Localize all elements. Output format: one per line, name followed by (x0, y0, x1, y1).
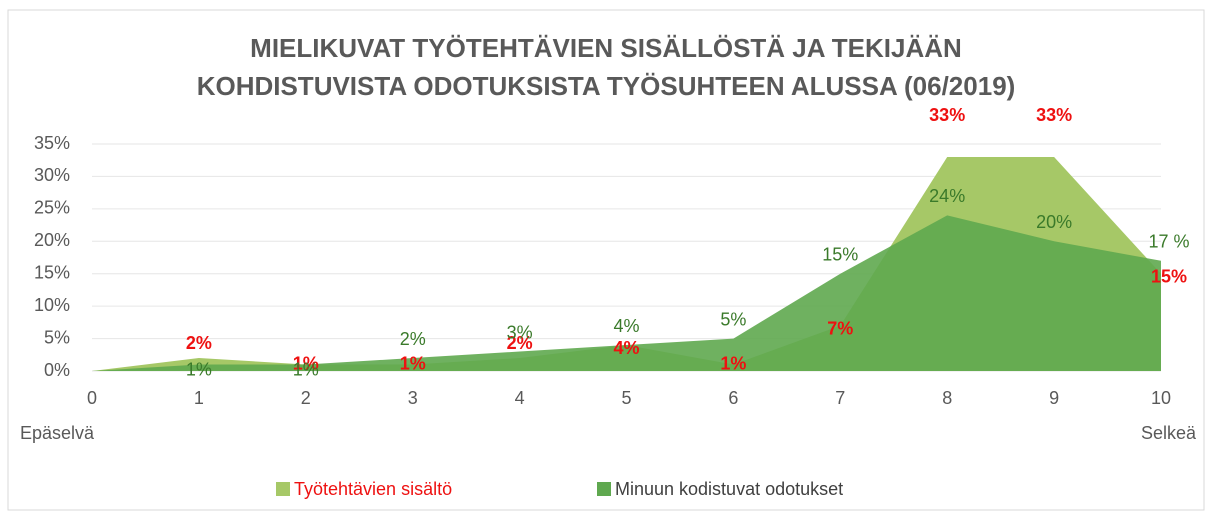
data-label: 33% (1036, 105, 1072, 125)
data-label: 4% (613, 338, 639, 358)
data-label: 1% (293, 359, 319, 379)
legend-label: Minuun kodistuvat odotukset (615, 479, 843, 499)
x-tick-label: 3 (408, 388, 418, 408)
data-label: 15% (822, 244, 858, 264)
legend-swatch (597, 482, 611, 496)
x-end-label: Selkeä (1141, 423, 1197, 443)
x-end-label: Epäselvä (20, 423, 95, 443)
x-tick-label: 8 (942, 388, 952, 408)
y-tick-label: 5% (44, 327, 70, 347)
data-label: 3% (507, 322, 533, 342)
y-tick-label: 15% (34, 262, 70, 282)
data-label: 1% (720, 353, 746, 373)
y-tick-label: 0% (44, 360, 70, 380)
chart-title: KOHDISTUVISTA ODOTUKSISTA TYÖSUHTEEN ALU… (197, 71, 1016, 101)
x-tick-label: 2 (301, 388, 311, 408)
data-label: 17 % (1148, 231, 1189, 251)
legend-swatch (276, 482, 290, 496)
x-tick-label: 5 (621, 388, 631, 408)
y-tick-label: 20% (34, 230, 70, 250)
x-tick-label: 4 (515, 388, 525, 408)
y-tick-label: 10% (34, 295, 70, 315)
chart-title: MIELIKUVAT TYÖTEHTÄVIEN SISÄLLÖSTÄ JA TE… (250, 33, 962, 63)
x-tick-label: 1 (194, 388, 204, 408)
area (92, 215, 1161, 371)
data-label: 2% (400, 329, 426, 349)
data-label: 5% (720, 309, 746, 329)
y-tick-label: 35% (34, 133, 70, 153)
data-label: 7% (827, 318, 853, 338)
data-label: 33% (929, 105, 965, 125)
data-label: 1% (400, 353, 426, 373)
data-label: 1% (293, 353, 319, 373)
x-tick-label: 6 (728, 388, 738, 408)
x-tick-label: 10 (1151, 388, 1171, 408)
x-tick-label: 9 (1049, 388, 1059, 408)
data-label: 1% (186, 359, 212, 379)
data-label: 20% (1036, 212, 1072, 232)
data-label: 15% (1151, 266, 1187, 286)
y-tick-label: 25% (34, 198, 70, 218)
x-tick-label: 7 (835, 388, 845, 408)
data-label: 4% (613, 316, 639, 336)
x-tick-label: 0 (87, 388, 97, 408)
y-tick-label: 30% (34, 165, 70, 185)
data-label: 2% (507, 333, 533, 353)
legend-label: Työtehtävien sisältö (294, 479, 452, 499)
data-label: 2% (186, 333, 212, 353)
data-label: 24% (929, 186, 965, 206)
